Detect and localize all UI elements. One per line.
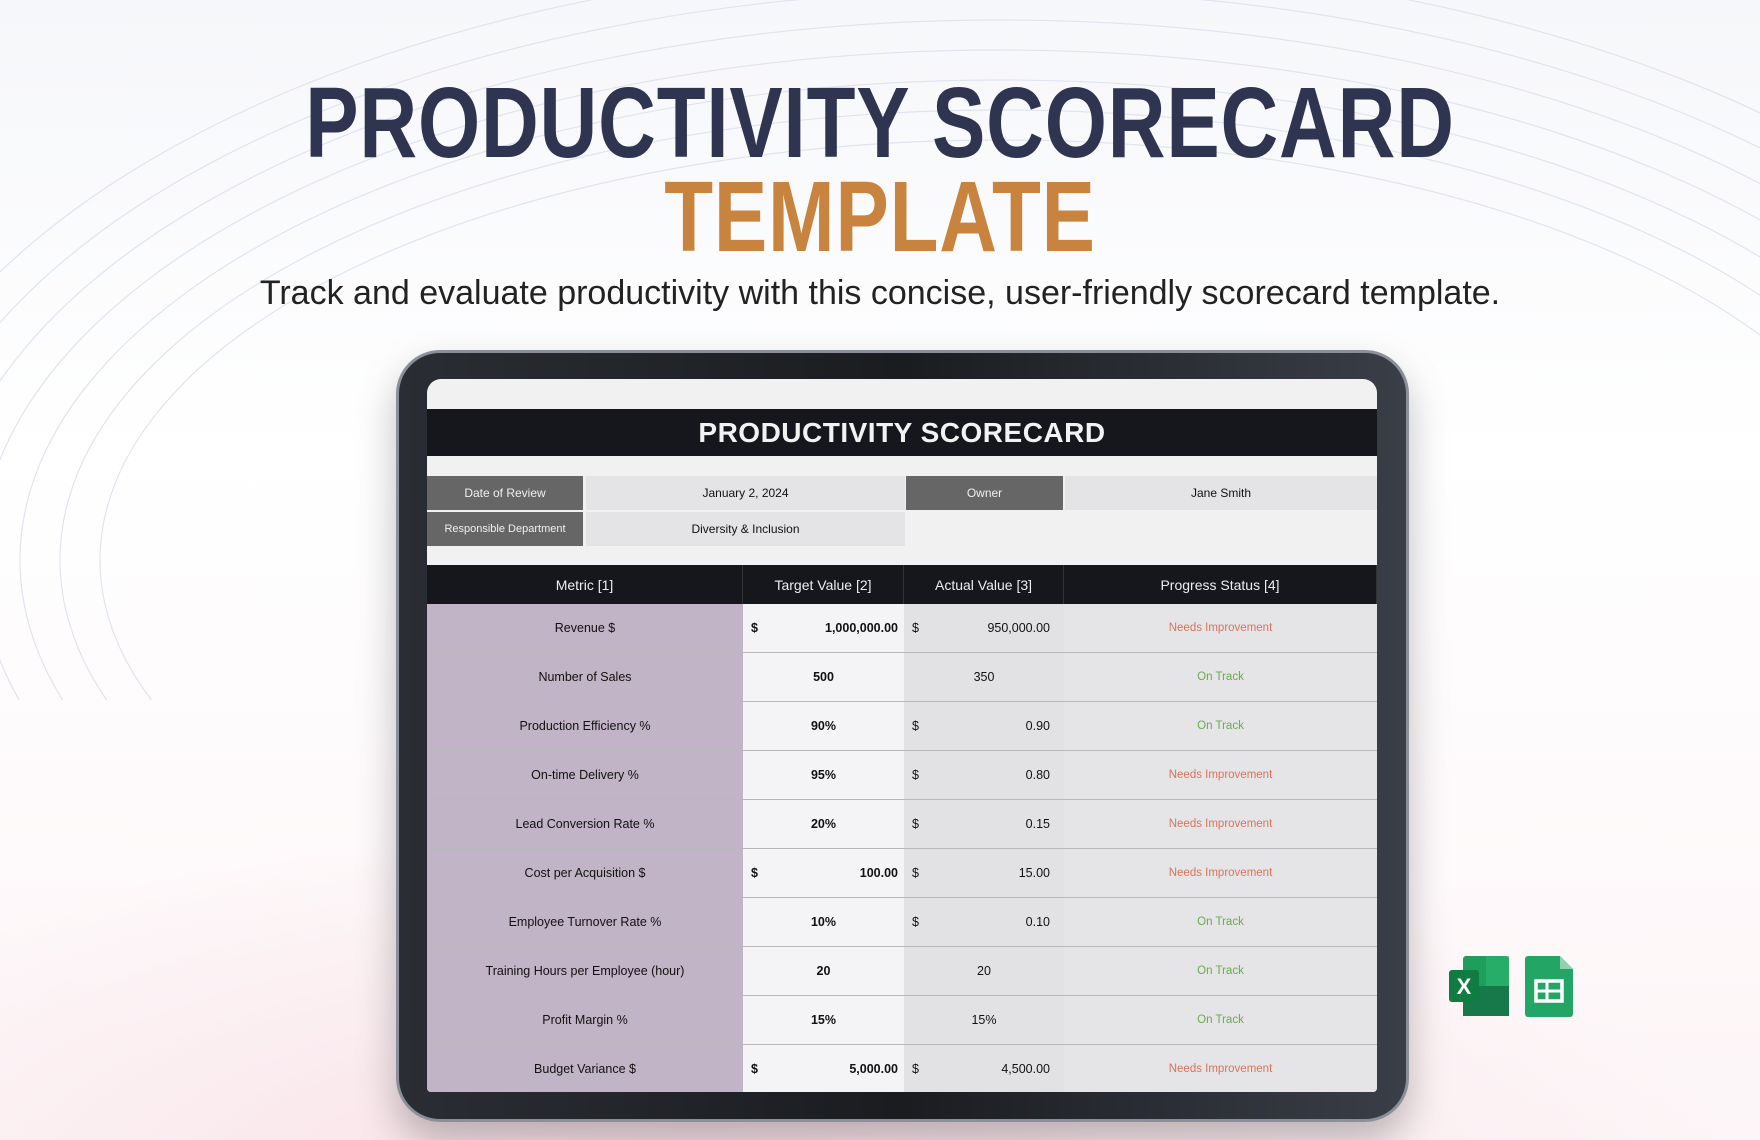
actual-cell[interactable]: $15.00 (904, 849, 1064, 897)
metric-cell[interactable]: Budget Variance $ (427, 1045, 743, 1092)
hero-title: PRODUCTIVITY SCORECARD (305, 67, 1455, 179)
metric-cell[interactable]: Training Hours per Employee (hour) (427, 947, 743, 995)
owner-value[interactable]: Jane Smith (1065, 476, 1377, 510)
actual-amount: 20 (977, 964, 991, 978)
hero-title-accent: TEMPLATE (664, 161, 1096, 273)
actual-amount: 4,500.00 (1001, 1062, 1050, 1076)
status-cell[interactable]: Needs Improvement (1064, 1045, 1377, 1092)
target-cell[interactable]: 90% (743, 702, 904, 750)
table-row: Number of Sales 500 350 On Track (427, 653, 1377, 702)
metric-cell[interactable]: On-time Delivery % (427, 751, 743, 799)
currency-symbol: $ (751, 621, 758, 635)
actual-amount: 0.80 (1025, 768, 1050, 782)
app-icons: X (1449, 956, 1574, 1023)
target-amount: 10% (810, 915, 837, 929)
actual-cell[interactable]: 350 (904, 653, 1064, 701)
table-row: On-time Delivery % 95% $0.80 Needs Impro… (427, 751, 1377, 800)
target-cell[interactable]: 20% (743, 800, 904, 848)
actual-cell[interactable]: $4,500.00 (904, 1045, 1064, 1092)
spreadsheet-screen: PRODUCTIVITY SCORECARD Date of Review Ja… (427, 379, 1377, 1092)
actual-cell[interactable]: $0.80 (904, 751, 1064, 799)
column-header-target: Target Value [2] (743, 565, 904, 604)
actual-amount: 350 (973, 670, 995, 684)
status-cell[interactable]: On Track (1064, 653, 1377, 701)
target-amount: 20% (810, 817, 837, 831)
target-cell[interactable]: $1,000,000.00 (743, 604, 904, 652)
target-amount: 95% (810, 768, 837, 782)
metric-cell[interactable]: Number of Sales (427, 653, 743, 701)
target-amount: 100.00 (859, 866, 898, 880)
excel-icon: X (1449, 956, 1509, 1016)
status-cell[interactable]: On Track (1064, 898, 1377, 946)
status-cell[interactable]: Needs Improvement (1064, 849, 1377, 897)
actual-cell[interactable]: 15% (904, 996, 1064, 1044)
metric-cell[interactable]: Cost per Acquisition $ (427, 849, 743, 897)
target-cell[interactable]: 10% (743, 898, 904, 946)
department-value[interactable]: Diversity & Inclusion (586, 512, 905, 546)
actual-amount: 0.90 (1025, 719, 1050, 733)
status-cell[interactable]: Needs Improvement (1064, 800, 1377, 848)
column-header-status: Progress Status [4] (1064, 565, 1377, 604)
actual-cell[interactable]: $0.10 (904, 898, 1064, 946)
department-label: Responsible Department (427, 512, 583, 546)
target-cell[interactable]: $5,000.00 (743, 1045, 904, 1092)
sheet-title: PRODUCTIVITY SCORECARD (427, 409, 1377, 456)
table-row: Training Hours per Employee (hour) 20 20… (427, 947, 1377, 996)
actual-cell[interactable]: $0.15 (904, 800, 1064, 848)
currency-symbol: $ (751, 866, 758, 880)
table-row: Employee Turnover Rate % 10% $0.10 On Tr… (427, 898, 1377, 947)
hero-subtitle: Track and evaluate productivity with thi… (259, 274, 1501, 312)
status-cell[interactable]: On Track (1064, 702, 1377, 750)
status-cell[interactable]: On Track (1064, 947, 1377, 995)
actual-amount: 0.10 (1025, 915, 1050, 929)
owner-label: Owner (906, 476, 1063, 510)
metric-cell[interactable]: Profit Margin % (427, 996, 743, 1044)
target-cell[interactable]: 15% (743, 996, 904, 1044)
actual-cell[interactable]: $0.90 (904, 702, 1064, 750)
target-amount: 15% (810, 1013, 837, 1027)
currency-symbol: $ (751, 1062, 758, 1076)
metric-cell[interactable]: Revenue $ (427, 604, 743, 652)
actual-amount: 15.00 (1018, 866, 1050, 880)
actual-cell[interactable]: $950,000.00 (904, 604, 1064, 652)
currency-symbol: $ (912, 817, 919, 831)
metric-cell[interactable]: Lead Conversion Rate % (427, 800, 743, 848)
currency-symbol: $ (912, 915, 919, 929)
currency-symbol: $ (912, 768, 919, 782)
status-cell[interactable]: Needs Improvement (1064, 751, 1377, 799)
column-header-actual: Actual Value [3] (904, 565, 1064, 604)
table-row: Production Efficiency % 90% $0.90 On Tra… (427, 702, 1377, 751)
svg-text:X: X (1457, 974, 1472, 999)
date-value[interactable]: January 2, 2024 (586, 476, 905, 510)
target-cell[interactable]: $100.00 (743, 849, 904, 897)
metric-cell[interactable]: Production Efficiency % (427, 702, 743, 750)
actual-cell[interactable]: 20 (904, 947, 1064, 995)
table-row: Lead Conversion Rate % 20% $0.15 Needs I… (427, 800, 1377, 849)
currency-symbol: $ (912, 719, 919, 733)
column-header-metric: Metric [1] (427, 565, 743, 604)
table-row: Revenue $ $1,000,000.00 $950,000.00 Need… (427, 604, 1377, 653)
actual-amount: 0.15 (1025, 817, 1050, 831)
currency-symbol: $ (912, 866, 919, 880)
date-label: Date of Review (427, 476, 583, 510)
status-cell[interactable]: On Track (1064, 996, 1377, 1044)
table-row: Budget Variance $ $5,000.00 $4,500.00 Ne… (427, 1045, 1377, 1092)
target-amount: 20 (816, 964, 831, 978)
target-amount: 500 (813, 670, 834, 684)
target-cell[interactable]: 95% (743, 751, 904, 799)
google-sheets-icon (1525, 956, 1573, 1017)
currency-symbol: $ (912, 1062, 919, 1076)
metric-cell[interactable]: Employee Turnover Rate % (427, 898, 743, 946)
table-row: Cost per Acquisition $ $100.00 $15.00 Ne… (427, 849, 1377, 898)
target-amount: 90% (810, 719, 837, 733)
actual-amount: 950,000.00 (987, 621, 1050, 635)
target-cell[interactable]: 500 (743, 653, 904, 701)
table-row: Profit Margin % 15% 15% On Track (427, 996, 1377, 1045)
target-amount: 1,000,000.00 (825, 621, 898, 635)
target-cell[interactable]: 20 (743, 947, 904, 995)
actual-amount: 15% (971, 1013, 997, 1027)
currency-symbol: $ (912, 621, 919, 635)
target-amount: 5,000.00 (849, 1062, 898, 1076)
status-cell[interactable]: Needs Improvement (1064, 604, 1377, 652)
